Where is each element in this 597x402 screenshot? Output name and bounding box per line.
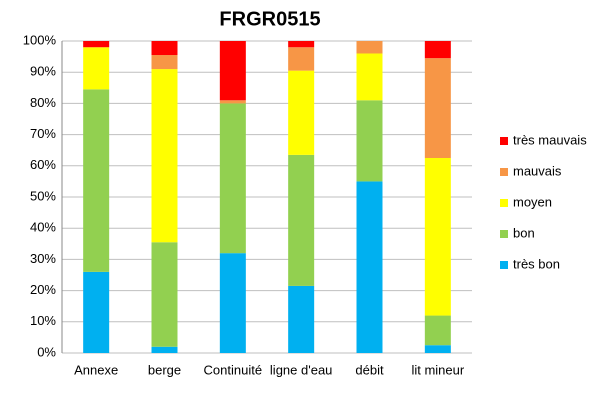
bar-segment (83, 89, 110, 272)
bar-segment (219, 253, 246, 353)
bar-segment (424, 315, 451, 346)
bar-segment (151, 346, 178, 353)
y-tick-label: 90% (30, 64, 56, 79)
bar-segment (151, 69, 178, 243)
bar-segment (356, 181, 383, 353)
legend-label: bon (513, 225, 535, 240)
bar-segment (356, 41, 383, 54)
bar-segment (151, 41, 178, 56)
bar-segment (219, 41, 246, 101)
bar-segment (151, 55, 178, 70)
legend-label: très mauvais (513, 132, 587, 147)
bar-segment (356, 100, 383, 182)
legend-label: moyen (513, 194, 552, 209)
legend-swatch (500, 261, 508, 269)
y-tick-label: 60% (30, 157, 56, 172)
x-tick-label: lit mineur (411, 362, 464, 377)
y-tick-label: 30% (30, 251, 56, 266)
bar-segment (288, 285, 315, 353)
bar-segment (288, 47, 315, 71)
bar-segment (219, 100, 246, 104)
y-tick-label: 40% (30, 220, 56, 235)
x-tick-label: berge (148, 362, 181, 377)
bar-segment (288, 154, 315, 286)
bar-segment (288, 70, 315, 155)
bar-segment (424, 158, 451, 316)
bar-segment (219, 103, 246, 254)
y-tick-label: 10% (30, 313, 56, 328)
y-tick-label: 70% (30, 126, 56, 141)
bar-segment (356, 53, 383, 101)
x-tick-label: débit (355, 362, 384, 377)
y-tick-label: 50% (30, 188, 56, 203)
legend-swatch (500, 168, 508, 176)
bar-segment (83, 41, 110, 48)
bar-segment (424, 41, 451, 59)
chart-title: FRGR0515 (219, 8, 320, 30)
legend-swatch (500, 199, 508, 207)
y-tick-label: 100% (23, 32, 57, 47)
x-tick-label: Continuité (204, 362, 263, 377)
bar-segment (424, 345, 451, 353)
legend-swatch (500, 230, 508, 238)
x-tick-label: Annexe (74, 362, 118, 377)
legend-swatch (500, 137, 508, 145)
bar-segment (83, 271, 110, 353)
y-tick-label: 20% (30, 282, 56, 297)
bar-segment (288, 41, 315, 48)
x-tick-label: ligne d'eau (270, 362, 332, 377)
y-tick-label: 80% (30, 95, 56, 110)
y-tick-label: 0% (37, 344, 56, 359)
legend-label: très bon (513, 256, 560, 271)
bar-segment (424, 58, 451, 158)
bar-segment (83, 47, 110, 90)
bar-segment (151, 242, 178, 347)
legend-label: mauvais (513, 163, 562, 178)
